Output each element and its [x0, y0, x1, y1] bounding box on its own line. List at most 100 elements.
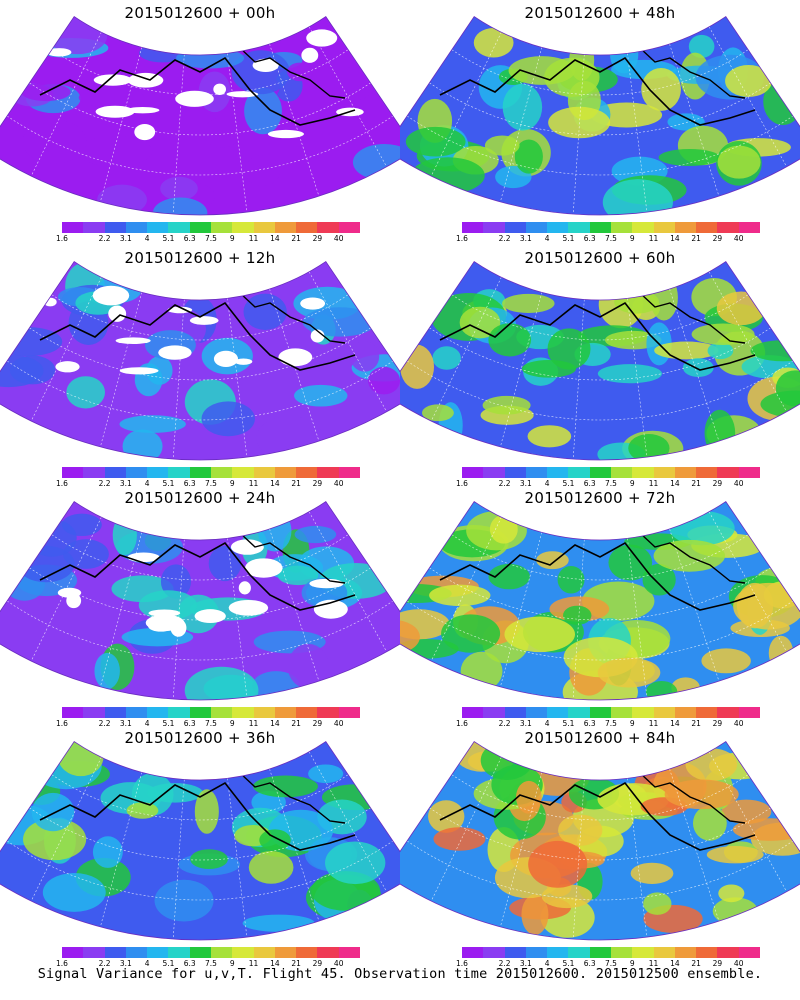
- missing-data-patch: [300, 297, 326, 310]
- colorbar-tick-label: 14: [270, 719, 280, 728]
- colorbar: [62, 707, 360, 718]
- coastline-north-america: [39, 56, 356, 126]
- colorbar-tick-label: 5.1: [562, 959, 575, 968]
- colorbar-tick-label: 21: [291, 719, 301, 728]
- colorbar-tick-label: 29: [712, 959, 723, 968]
- missing-data-patch: [306, 29, 338, 47]
- colorbar-segment: [483, 707, 505, 718]
- panel-title: 2015012600 + 00h: [124, 4, 276, 22]
- field-blob: [112, 515, 137, 556]
- graticule-parallel: [29, 567, 371, 621]
- field-blob: [352, 143, 400, 181]
- colorbar-tick-label: 11: [648, 479, 659, 488]
- graticule-parallel: [429, 807, 771, 861]
- colorbar-tick-label: 7.5: [605, 234, 617, 243]
- field-blob: [667, 113, 705, 131]
- colorbar-tick-label: 21: [691, 719, 701, 728]
- colorbar-segment: [83, 467, 105, 478]
- graticule-parallel: [6, 360, 394, 421]
- map-boundary: [0, 260, 400, 461]
- missing-data-patch: [213, 350, 238, 367]
- colorbar-tick-label: 11: [248, 479, 259, 488]
- field-blob: [329, 67, 376, 101]
- graticule-parallel: [429, 82, 771, 136]
- field-blob: [488, 323, 532, 357]
- colorbar-tick-label: 6.3: [183, 479, 196, 488]
- field-blob: [473, 27, 514, 58]
- colorbar-ticks: 1.6 2.2 3.1 4 5.1 6.3 7.5 9 11 14 21 29 40: [56, 234, 360, 244]
- missing-data-patch: [234, 358, 253, 365]
- colorbar-tick-label: 40: [733, 959, 744, 968]
- map-plot: [0, 260, 400, 461]
- colorbar-tick-label: 1.6: [456, 959, 468, 968]
- colorbar-segment: [462, 707, 484, 718]
- field-blob: [557, 565, 585, 594]
- map-plot: [0, 740, 400, 941]
- colorbar-tick-label: 40: [333, 479, 344, 488]
- colorbar-segment: [189, 707, 211, 718]
- field-layer: [0, 501, 400, 701]
- graticule-meridian: [708, 26, 787, 167]
- colorbar-tick-label: 1.6: [56, 479, 68, 488]
- colorbar-segment: [253, 947, 275, 958]
- colorbar-segment: [504, 707, 526, 718]
- colorbar-segment: [147, 222, 169, 233]
- colorbar-tick-label: 5.1: [562, 234, 575, 243]
- colorbar-segment: [62, 222, 84, 233]
- colorbar-segment: [317, 222, 339, 233]
- field-blob: [685, 748, 738, 782]
- colorbar-tick-label: 6.3: [183, 959, 196, 968]
- field-blob: [768, 635, 794, 671]
- map-panel-12h: 2015012600 + 12h 1.6 2.2 3.1 4 5.1 6.3 7.5 9 11 1…: [0, 245, 400, 490]
- missing-data-patch: [301, 47, 319, 63]
- colorbar-segment: [317, 467, 339, 478]
- colorbar-segment: [504, 947, 526, 958]
- field-blob: [502, 293, 555, 314]
- colorbar-segment: [610, 222, 633, 233]
- graticule-meridian: [172, 539, 185, 700]
- field-blob: [122, 429, 163, 461]
- field-blob: [243, 293, 287, 330]
- graticule-parallel: [6, 600, 394, 661]
- graticule-parallel: [29, 807, 371, 861]
- colorbar-tick-label: 21: [691, 234, 701, 243]
- panel-title: 2015012600 + 36h: [124, 729, 276, 747]
- field-blob: [733, 582, 800, 630]
- field-blob: [721, 799, 772, 824]
- missing-data-patch: [278, 348, 313, 367]
- colorbar-segment: [462, 947, 484, 958]
- graticule-parallel: [406, 600, 794, 661]
- colorbar-segment: [62, 707, 84, 718]
- missing-data-patch: [230, 539, 264, 555]
- graticule-meridian: [430, 517, 502, 662]
- map-panel-84h: 2015012600 + 84h 1.6 2.2 3.1 4 5.1 6.3 7.5 9 11 1…: [400, 725, 800, 970]
- colorbar-tick-label: 29: [312, 959, 323, 968]
- colorbar-segment: [168, 707, 190, 718]
- colorbar-segment: [653, 222, 675, 233]
- missing-data-patch: [158, 345, 192, 360]
- colorbar-tick-label: 4: [544, 959, 550, 968]
- map-plot: [400, 740, 800, 941]
- colorbar-segment: [168, 947, 190, 958]
- colorbar-segment: [483, 467, 505, 478]
- colorbar-segment: [674, 947, 697, 958]
- colorbar-tick-label: 6.3: [183, 234, 196, 243]
- field-blob: [190, 849, 228, 870]
- colorbar-tick-label: 11: [248, 719, 259, 728]
- graticule-meridian: [572, 299, 585, 460]
- field-blob: [717, 145, 761, 179]
- panel-title: 2015012600 + 84h: [524, 729, 676, 747]
- colorbar-segment: [189, 222, 211, 233]
- field-blob: [544, 57, 600, 98]
- colorbar-tick-label: 11: [248, 234, 259, 243]
- colorbar-tick-label: 6.3: [583, 719, 596, 728]
- graticule-meridian: [572, 54, 585, 215]
- field-blob: [410, 157, 485, 194]
- missing-data-patch: [57, 587, 82, 598]
- graticule-meridian: [100, 47, 143, 202]
- field-blob: [23, 818, 87, 861]
- field-blob: [308, 764, 344, 784]
- graticule-parallel: [451, 49, 749, 96]
- map-plot: [400, 15, 800, 216]
- colorbar-tick-label: 14: [270, 959, 280, 968]
